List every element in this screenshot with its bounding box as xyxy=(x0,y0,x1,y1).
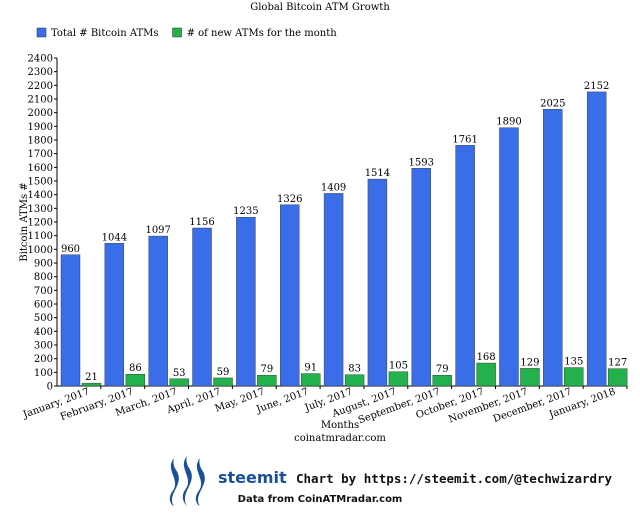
y-tick-label: 500 xyxy=(34,313,53,324)
y-tick-label: 1500 xyxy=(28,177,53,188)
data-label-new-5: 79 xyxy=(261,364,274,375)
bar-new-9 xyxy=(432,375,452,387)
bar-new-12 xyxy=(564,367,584,387)
y-tick-label: 1100 xyxy=(28,231,53,242)
data-label-new-10: 168 xyxy=(477,352,496,363)
y-tick-label: 1800 xyxy=(28,136,53,147)
bar-new-6 xyxy=(301,373,321,387)
y-tick-label: 600 xyxy=(34,300,53,311)
bar-new-10 xyxy=(476,362,496,387)
bar-total-10 xyxy=(455,145,475,387)
steem-logo-icon xyxy=(169,456,205,506)
bar-total-2 xyxy=(104,243,125,387)
y-tick-label: 2200 xyxy=(28,81,53,92)
data-label-total-12: 2025 xyxy=(540,98,565,109)
data-label-new-12: 135 xyxy=(564,357,583,368)
bar-total-11 xyxy=(499,127,519,387)
data-label-total-1: 960 xyxy=(61,244,80,255)
y-tick-label: 2000 xyxy=(28,108,53,119)
chart: Global Bitcoin ATM Growth Total # Bitcoin… xyxy=(19,2,628,444)
bar-new-8 xyxy=(388,371,409,387)
y-tick-label: 700 xyxy=(34,286,53,297)
footer xyxy=(0,452,640,532)
y-tick-label: 100 xyxy=(34,368,53,379)
y-tick-label: 2100 xyxy=(28,95,53,106)
data-label-total-11: 1890 xyxy=(496,117,521,128)
y-tick-label: 2400 xyxy=(28,54,53,65)
bar-new-1 xyxy=(81,382,102,387)
data-label-new-9: 79 xyxy=(436,364,449,375)
bar-new-4 xyxy=(213,377,233,387)
y-tick-label: 1200 xyxy=(28,218,53,229)
legend-swatch-2 xyxy=(172,27,182,38)
bar-total-9 xyxy=(411,168,431,387)
bar-new-3 xyxy=(169,378,189,387)
bar-new-13 xyxy=(607,368,628,387)
y-tick-label: 800 xyxy=(34,272,53,283)
data-label-new-13: 127 xyxy=(608,358,627,369)
y-tick-label: 200 xyxy=(34,354,53,365)
y-tick-label: 400 xyxy=(34,327,53,338)
bar-total-13 xyxy=(586,91,607,387)
x-axis-subcaption: coinatmradar.com xyxy=(294,433,386,444)
data-label-total-13: 2152 xyxy=(584,81,609,92)
y-tick-label: 0 xyxy=(47,382,53,393)
bar-new-5 xyxy=(257,375,277,387)
chart-title: Global Bitcoin ATM Growth xyxy=(250,2,390,13)
y-tick-label: 2300 xyxy=(28,67,53,78)
data-label-total-5: 1235 xyxy=(233,206,258,217)
bar-total-6 xyxy=(280,204,300,387)
data-label-new-11: 129 xyxy=(520,357,539,368)
bar-total-8 xyxy=(367,178,388,387)
y-tick-label: 1900 xyxy=(28,122,53,133)
y-tick-label: 1600 xyxy=(28,163,53,174)
bar-total-1 xyxy=(60,254,81,387)
data-label-total-6: 1326 xyxy=(277,194,302,205)
data-label-total-8: 1514 xyxy=(365,168,390,179)
data-label-new-4: 59 xyxy=(217,367,230,378)
y-tick-label: 1000 xyxy=(28,245,53,256)
y-tick-label: 900 xyxy=(34,259,53,270)
bar-total-4 xyxy=(192,227,212,387)
data-source: Data from CoinATMradar.com xyxy=(237,494,403,505)
steemit-brand: steemit xyxy=(218,468,287,487)
chart-svg: Global Bitcoin ATM Growth Total # Bitcoin… xyxy=(19,2,628,444)
data-label-new-3: 53 xyxy=(173,368,186,379)
data-label-total-10: 1761 xyxy=(452,134,477,145)
bar-total-5 xyxy=(236,217,256,387)
bar-total-7 xyxy=(323,193,344,387)
data-label-total-3: 1097 xyxy=(145,225,170,236)
legend-swatch-1 xyxy=(36,27,47,38)
legend-label-1: Total # Bitcoin ATMs xyxy=(51,28,159,39)
data-label-new-1: 21 xyxy=(85,372,98,383)
y-tick-label: 1400 xyxy=(28,190,53,201)
bar-total-12 xyxy=(543,109,563,387)
data-label-new-8: 105 xyxy=(389,361,408,372)
data-label-total-9: 1593 xyxy=(409,157,434,168)
data-label-new-6: 91 xyxy=(304,363,317,374)
data-label-total-7: 1409 xyxy=(321,182,346,193)
y-tick-label: 1300 xyxy=(28,204,53,215)
data-label-total-4: 1156 xyxy=(189,217,214,228)
chart-credit: Chart by https://steemit.com/@techwizard… xyxy=(296,471,613,486)
x-axis-label: Months xyxy=(321,420,359,431)
legend-label-2: # of new ATMs for the month xyxy=(187,28,338,39)
bar-new-7 xyxy=(344,374,365,387)
data-label-new-7: 83 xyxy=(348,364,361,375)
bar-new-11 xyxy=(520,368,540,387)
bar-new-2 xyxy=(125,374,146,387)
data-label-new-2: 86 xyxy=(129,363,142,374)
bar-total-3 xyxy=(148,235,168,387)
data-label-total-2: 1044 xyxy=(102,232,127,243)
y-axis-label: Bitcoin ATMs # xyxy=(19,182,30,261)
y-tick-label: 300 xyxy=(34,341,53,352)
y-tick-label: 1700 xyxy=(28,149,53,160)
